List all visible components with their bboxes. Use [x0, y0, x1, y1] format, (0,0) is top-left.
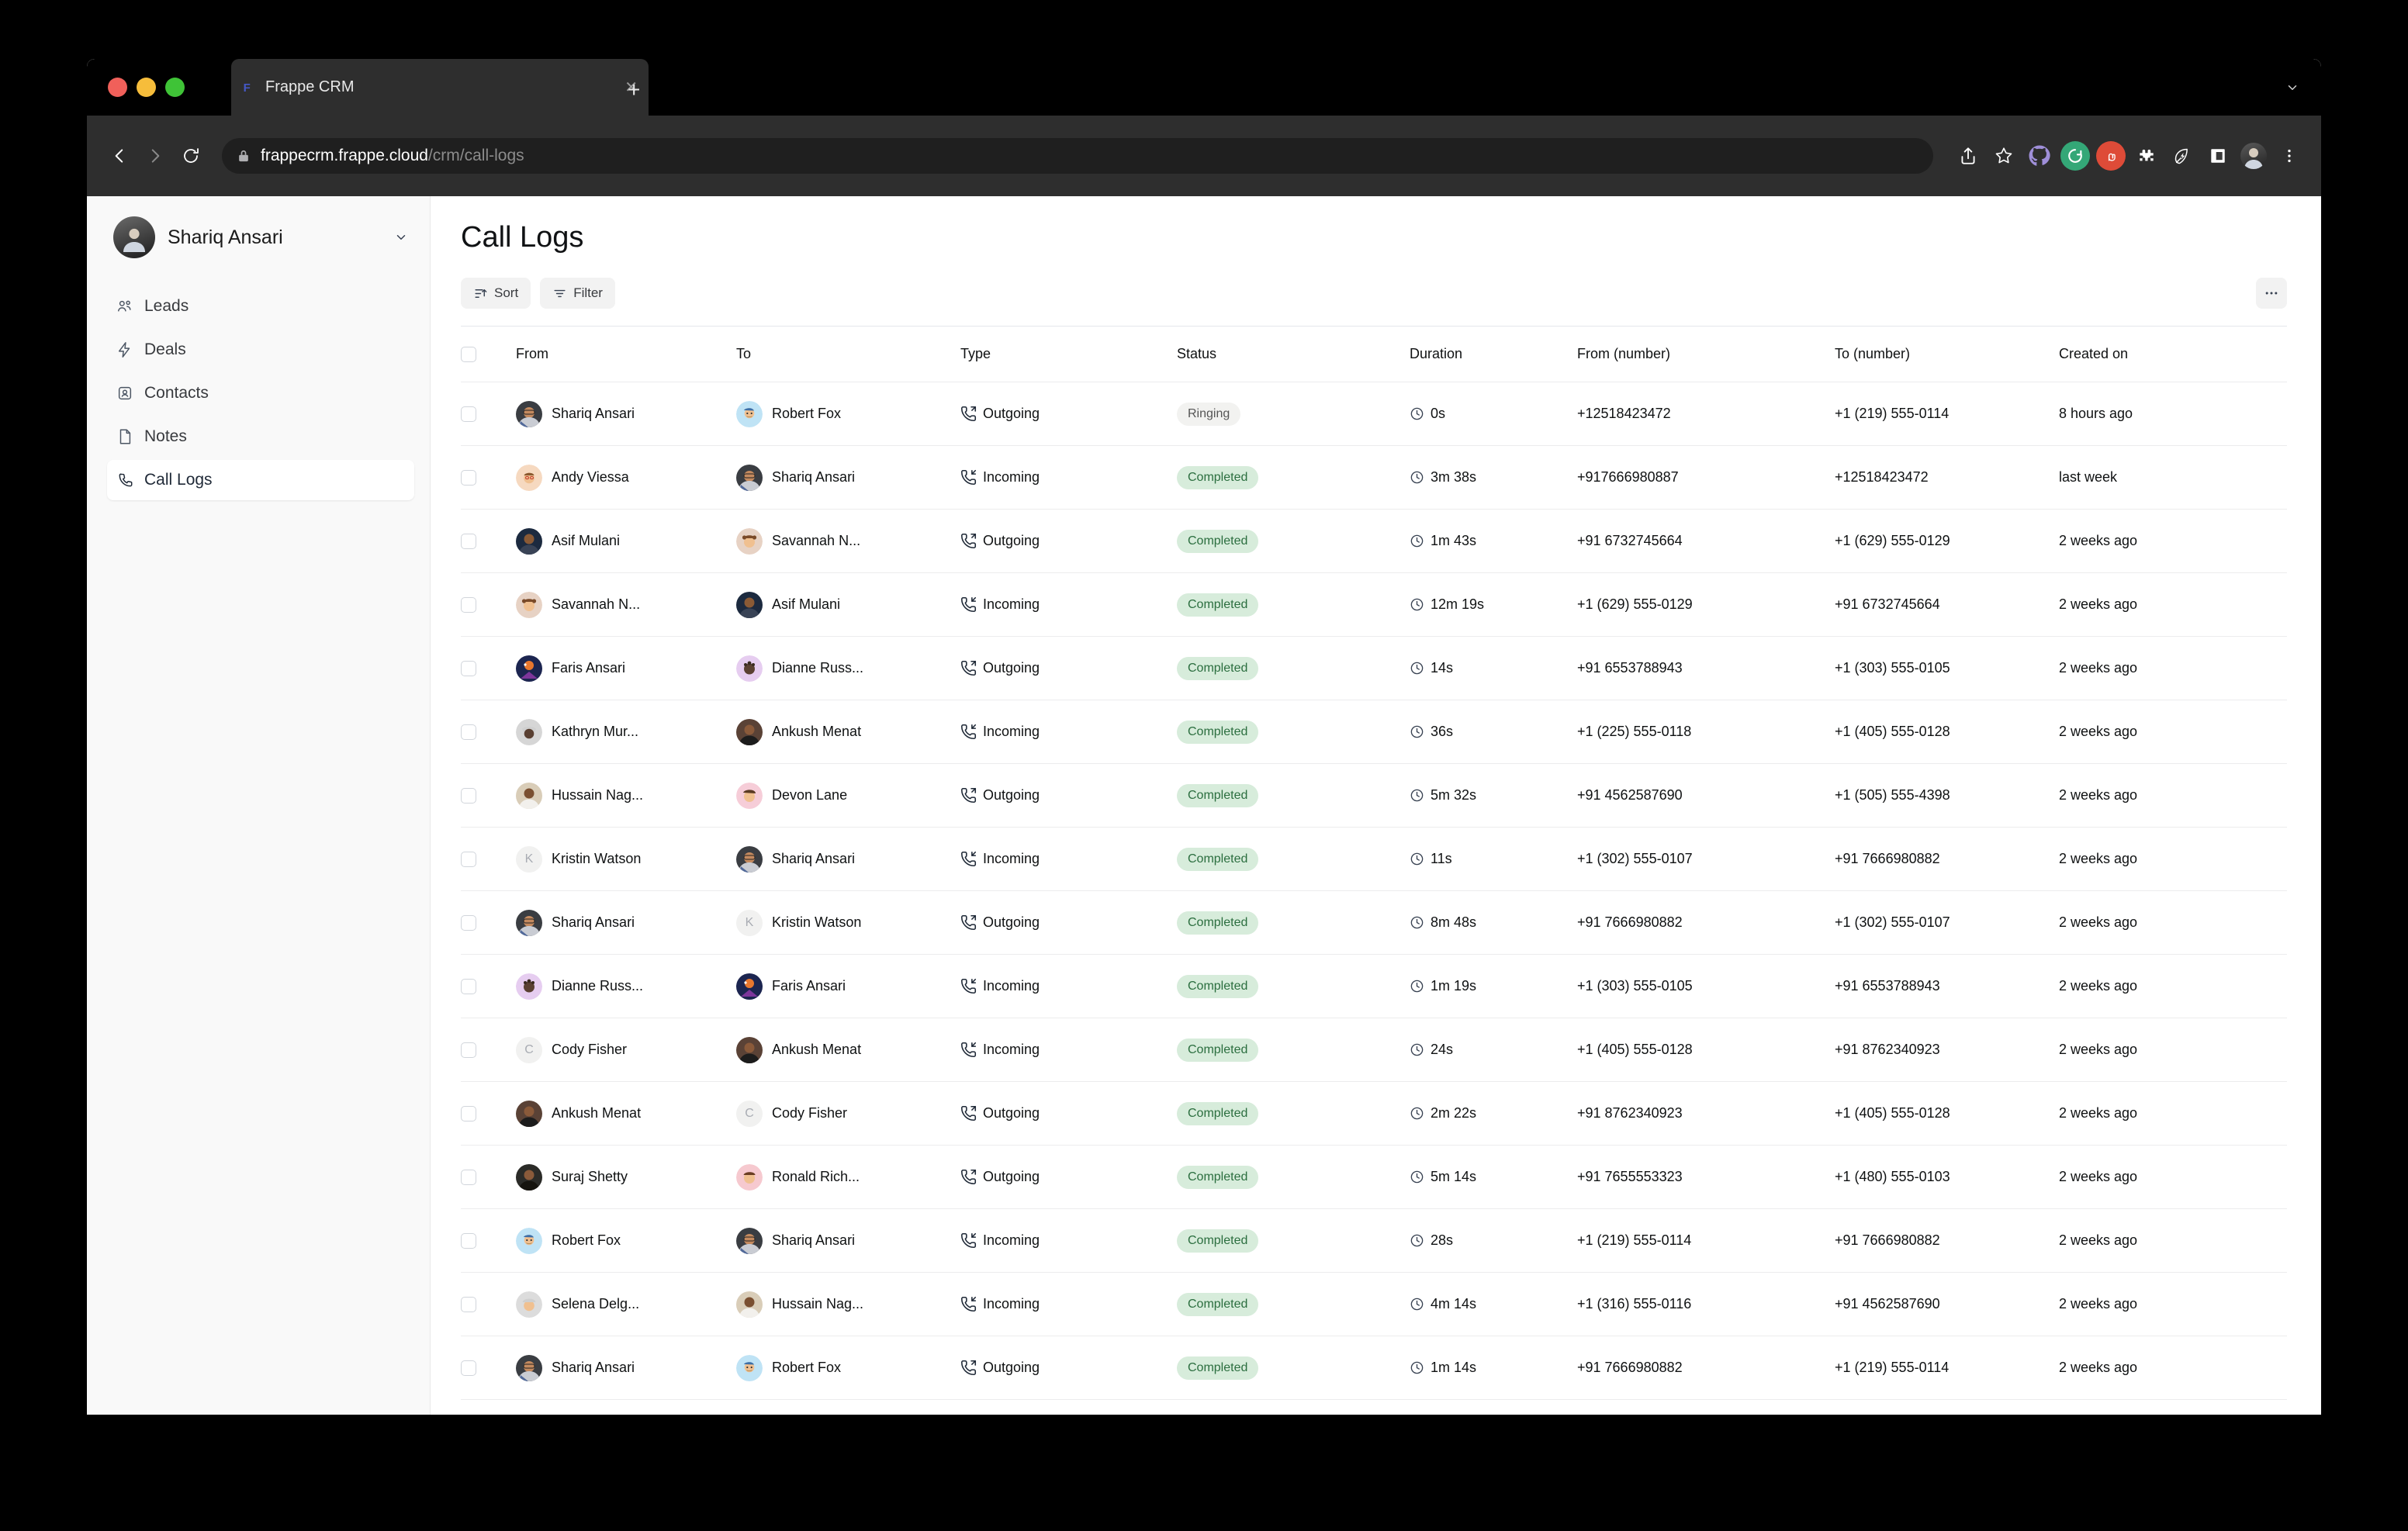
svg-text:F: F [244, 81, 251, 95]
